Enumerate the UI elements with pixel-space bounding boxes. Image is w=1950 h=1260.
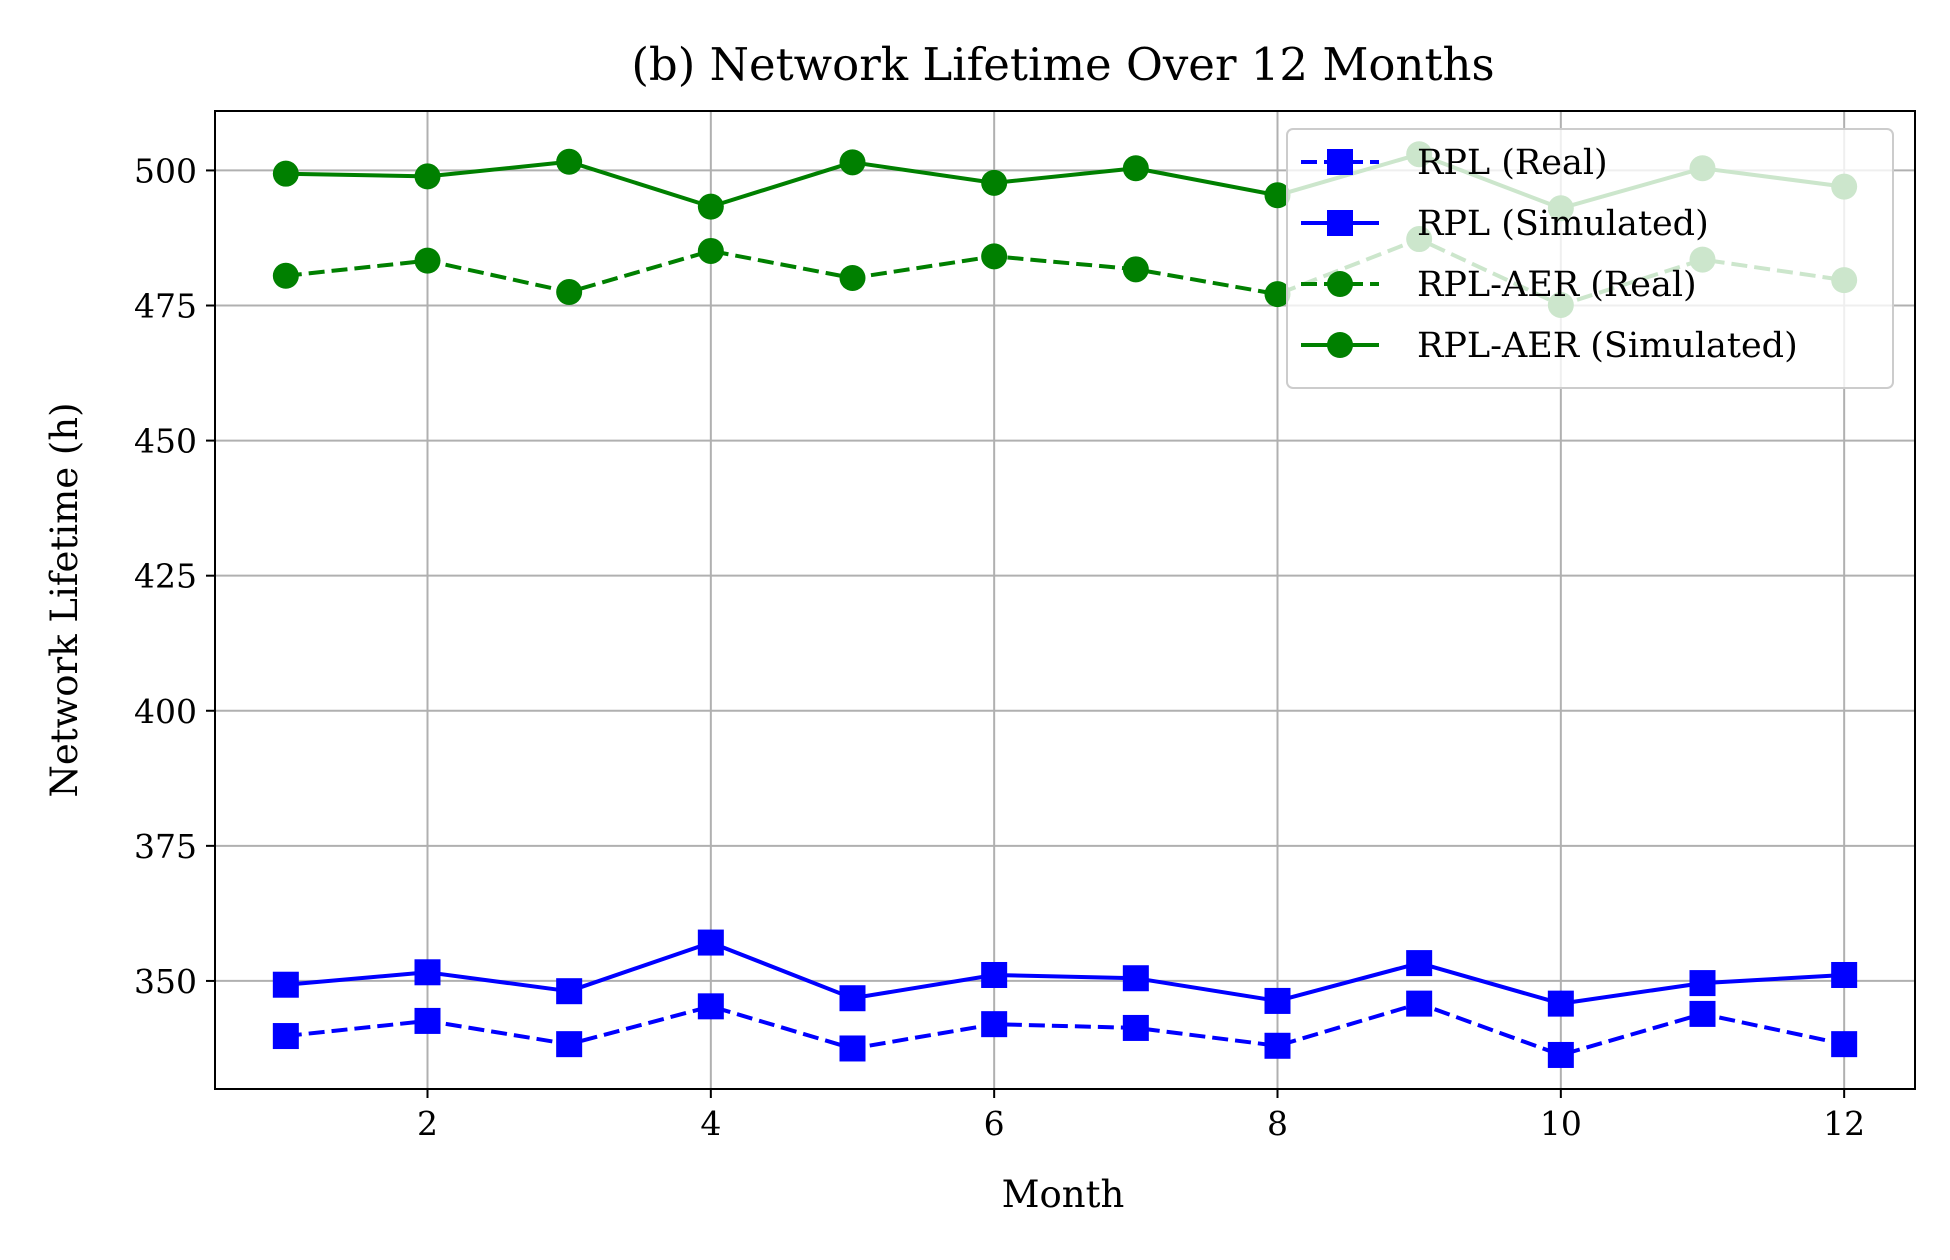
y-tick-label: 500 [134,151,197,190]
chart-title: (b) Network Lifetime Over 12 Months [631,38,1494,91]
plot-frame [214,110,1916,1090]
data-point [1264,281,1291,308]
legend-label: RPL-AER (Simulated) [1417,326,1798,366]
x-tick-label: 6 [984,1104,1005,1143]
legend-item: RPL-AER (Simulated) [1301,326,1798,366]
data-point [1264,1032,1291,1059]
data-point [272,971,299,998]
data-point [556,978,583,1005]
data-point [839,1035,866,1062]
x-axis-label: Month [1002,1173,1125,1216]
data-point [556,1031,583,1058]
y-tick-label: 450 [134,422,197,461]
data-point [414,959,441,986]
data-point [697,193,724,220]
data-point [414,163,441,190]
y-axis-label: Network Lifetime (h) [43,402,86,797]
series-1 [272,990,1858,1068]
x-tick-label: 2 [417,1104,438,1143]
grid [215,111,1915,1089]
legend: RPL (Real) RPL (Simulated) RPL-AER (Real) R… [1286,128,1894,389]
data-point [1547,1041,1574,1068]
data-point [1122,256,1149,283]
data-point [981,169,1008,196]
legend-marker [1327,149,1353,175]
data-point [1689,1000,1716,1027]
ticks: 2 4 6 8 10 12 350 375 400 425 450 475 500 [134,151,1865,1143]
data-point [1122,1014,1149,1041]
y-tick-label: 400 [134,692,197,731]
data-point [1122,965,1149,992]
data-point [839,264,866,291]
legend-marker [1327,210,1353,236]
data-point [1831,1031,1858,1058]
data-point [839,149,866,176]
series-2 [272,929,1858,1017]
legend-item: RPL (Simulated) [1301,204,1709,244]
x-tick-label: 10 [1540,1104,1582,1143]
x-tick-label: 12 [1823,1104,1865,1143]
data-point [981,243,1008,270]
data-point [981,961,1008,988]
legend-marker [1327,332,1353,358]
data-point [1122,155,1149,182]
legend-label: RPL (Real) [1417,143,1608,183]
legend-marker [1327,271,1353,297]
series-line [285,940,1845,1006]
data-point [839,985,866,1012]
y-tick-label: 475 [134,287,197,326]
y-tick-label: 375 [134,827,197,866]
data-point [272,262,299,289]
data-point [272,1023,299,1050]
data-point [414,247,441,274]
data-point [1406,990,1433,1017]
x-tick-label: 4 [700,1104,721,1143]
data-point [556,279,583,306]
legend-item: RPL-AER (Real) [1301,265,1697,305]
data-point [1547,990,1574,1017]
x-tick-label: 8 [1267,1104,1288,1143]
legend-item: RPL (Real) [1301,143,1608,183]
data-point [1689,970,1716,997]
data-point [1264,987,1291,1014]
data-point [697,929,724,956]
legend-label: RPL-AER (Real) [1417,265,1697,305]
data-point [1406,950,1433,977]
series-line [285,1001,1845,1057]
data-point [556,148,583,175]
y-tick-label: 425 [134,557,197,596]
data-point [414,1007,441,1034]
data-point [1264,182,1291,209]
legend-box [1286,128,1894,389]
data-point [697,237,724,264]
legend-label: RPL (Simulated) [1417,204,1709,244]
data-point [981,1011,1008,1038]
y-tick-label: 350 [134,962,197,1001]
data-point [272,160,299,187]
data-point [697,993,724,1020]
data-point [1831,961,1858,988]
